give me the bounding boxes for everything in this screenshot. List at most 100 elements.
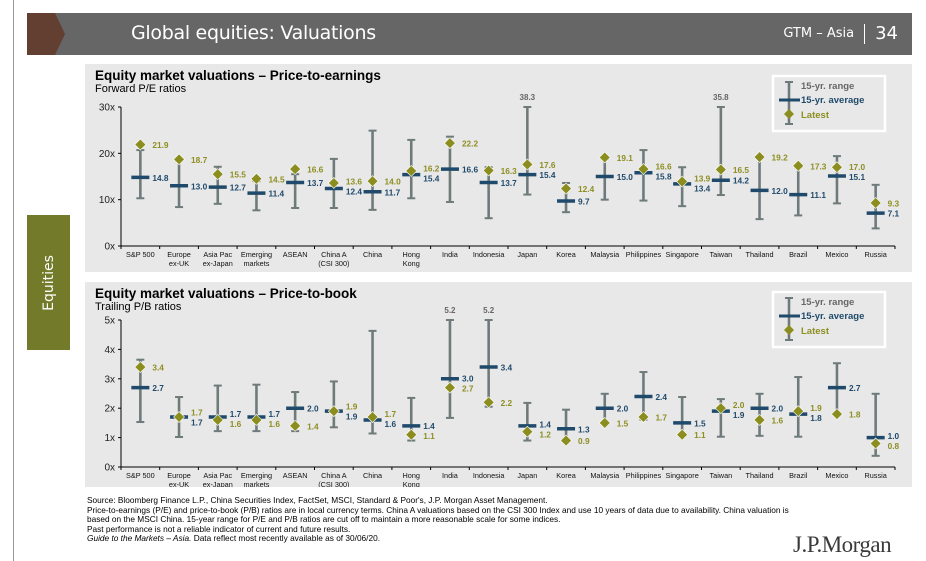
average-label: 1.9 (733, 410, 745, 420)
y-tick-label: 0x (104, 463, 115, 474)
average-label: 1.6 (385, 419, 397, 429)
section-tab-label: Equities (40, 254, 57, 311)
x-tick-label: Japan (517, 471, 537, 480)
average-label: 11.1 (810, 190, 826, 200)
latest-marker (444, 137, 456, 150)
header-divider (864, 23, 866, 44)
latest-label: 2.2 (501, 398, 513, 408)
x-tick-label: India (442, 471, 459, 480)
y-tick-label: 4x (104, 345, 115, 356)
average-label: 1.9 (346, 412, 358, 422)
latest-label: 1.6 (230, 419, 242, 429)
latest-marker (831, 408, 843, 421)
average-label: 12.7 (230, 183, 247, 193)
x-tick-label: Singapore (666, 250, 699, 259)
average-label: 3.0 (462, 374, 474, 384)
x-tick-label: China A (CSI 300) (318, 250, 349, 268)
latest-marker (444, 381, 456, 394)
latest-label: 13.9 (694, 173, 711, 183)
methodology-note: Price-to-earnings (P/E) and price-to-boo… (87, 504, 789, 525)
range-max-label: 38.3 (520, 93, 536, 102)
latest-marker (250, 414, 263, 426)
latest-label: 16.3 (501, 166, 518, 176)
x-tick-label: ASEAN (283, 471, 308, 480)
legend-latest-label: Latest (801, 110, 830, 121)
latest-marker (173, 411, 185, 423)
y-tick-label: 30x (99, 103, 115, 114)
latest-label: 19.2 (772, 153, 789, 163)
average-label: 1.8 (810, 413, 822, 423)
latest-label: 13.6 (346, 176, 363, 186)
y-tick-label: 10x (99, 195, 115, 206)
legend-average-label: 15-yr. average (801, 311, 864, 322)
latest-marker (211, 414, 224, 426)
latest-marker (405, 165, 418, 177)
latest-marker (173, 153, 185, 166)
range-max-label: 5.2 (483, 306, 495, 315)
page-header: Global equities: Valuations GTM – Asia 34 (27, 13, 912, 55)
latest-marker (714, 402, 727, 415)
latest-marker (753, 151, 766, 163)
average-label: 2.4 (655, 392, 667, 402)
latest-label: 1.8 (849, 410, 861, 420)
page-title: Global equities: Valuations (131, 22, 376, 44)
average-label: 2.0 (617, 404, 629, 414)
section-tab-equities[interactable]: Equities (27, 215, 70, 350)
x-tick-label: Russia (864, 250, 887, 259)
x-tick-label: Korea (556, 471, 576, 480)
average-label: 12.4 (346, 186, 363, 196)
average-label: 1.4 (539, 419, 551, 429)
chart-title: Equity market valuations – Price-to-earn… (95, 68, 381, 83)
average-label: 7.1 (888, 209, 900, 219)
latest-label: 0.8 (888, 441, 900, 451)
x-tick-label: Hong Kong (403, 250, 420, 268)
x-tick-label: Malaysia (590, 250, 620, 259)
latest-label: 9.3 (888, 198, 900, 208)
x-tick-label: Thailand (746, 250, 774, 259)
average-label: 1.7 (191, 418, 203, 428)
average-label: 15.4 (423, 173, 440, 183)
latest-marker (676, 428, 689, 441)
x-tick-label: India (442, 250, 459, 259)
x-tick-label: Philippines (626, 471, 662, 480)
y-tick-label: 5x (104, 316, 115, 327)
latest-marker (134, 138, 147, 151)
footnotes: Source: Bloomberg Finance L.P., China Se… (87, 495, 807, 544)
legend-box (771, 290, 887, 349)
latest-label: 1.5 (617, 418, 629, 428)
x-tick-label: Singapore (666, 471, 699, 480)
x-tick-label: Europe ex-UK (167, 471, 191, 487)
x-tick-label: Thailand (746, 471, 774, 480)
latest-label: 1.7 (385, 409, 397, 419)
latest-marker (250, 172, 263, 185)
average-label: 15.8 (655, 171, 672, 181)
guide-title: Guide to the Markets – Asia. (87, 533, 192, 544)
latest-label: 2.7 (462, 384, 474, 394)
latest-label: 0.9 (578, 436, 590, 446)
latest-label: 12.4 (578, 184, 595, 194)
latest-marker (831, 161, 843, 174)
legend-latest-icon (784, 325, 794, 335)
latest-label: 21.9 (152, 140, 169, 150)
legend-range-label: 15-yr. range (801, 297, 854, 308)
latest-marker (792, 159, 805, 172)
latest-marker (560, 182, 572, 195)
latest-label: 1.6 (772, 415, 784, 425)
range-max-label: 35.8 (713, 93, 729, 102)
header-page-info: GTM – Asia 34 (783, 23, 898, 44)
average-label: 1.7 (268, 409, 280, 419)
header-accent-block (27, 13, 55, 55)
average-label: 15.0 (617, 172, 634, 182)
x-tick-label: Malaysia (590, 471, 620, 480)
latest-marker (869, 437, 882, 450)
latest-label: 1.2 (539, 429, 551, 439)
x-tick-label: Taiwan (709, 250, 732, 259)
average-label: 2.7 (152, 383, 164, 393)
latest-label: 18.7 (191, 155, 208, 165)
x-tick-label: Mexico (825, 471, 848, 480)
x-tick-label: S&P 500 (126, 471, 155, 480)
source-note: Source: Bloomberg Finance L.P., China Se… (87, 495, 548, 505)
average-label: 12.0 (772, 186, 789, 196)
latest-marker (598, 151, 611, 164)
latest-marker (366, 175, 379, 188)
